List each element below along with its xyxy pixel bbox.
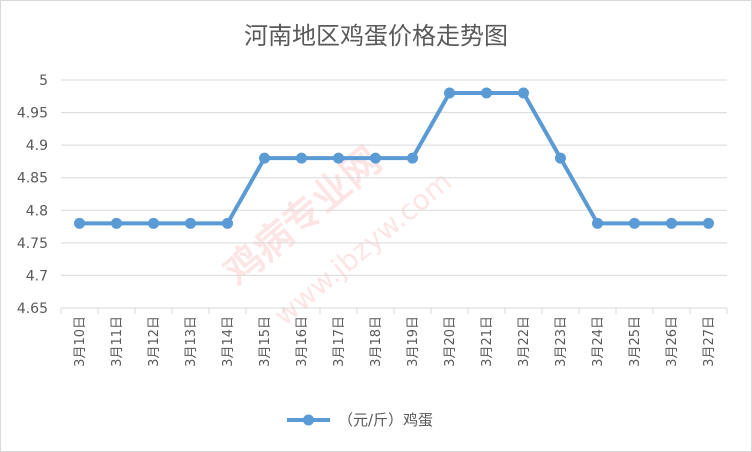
data-point bbox=[555, 152, 566, 164]
x-tick-label: 3月23日 bbox=[554, 316, 569, 367]
data-point bbox=[592, 217, 603, 229]
data-point bbox=[333, 152, 344, 164]
x-tick-label: 3月10日 bbox=[73, 316, 88, 367]
y-tick-label: 4.85 bbox=[17, 171, 48, 187]
data-point bbox=[148, 217, 159, 229]
data-point bbox=[481, 87, 492, 99]
data-point bbox=[518, 87, 529, 99]
x-tick-label: 3月22日 bbox=[517, 316, 532, 367]
y-tick-label: 4.8 bbox=[26, 203, 48, 219]
x-tick-label: 3月24日 bbox=[591, 316, 606, 367]
data-point bbox=[703, 217, 714, 229]
x-tick-label: 3月21日 bbox=[480, 316, 495, 367]
y-tick-label: 4.65 bbox=[17, 301, 48, 317]
x-tick-label: 3月13日 bbox=[184, 316, 199, 367]
series-line bbox=[77, 91, 711, 226]
y-tick-label: 4.75 bbox=[17, 236, 48, 252]
y-tick-label: 4.7 bbox=[26, 268, 48, 284]
series bbox=[74, 87, 714, 229]
gridlines bbox=[61, 79, 727, 309]
x-tick-label: 3月25日 bbox=[628, 316, 643, 367]
data-point bbox=[111, 217, 122, 229]
x-axis: 3月10日 3月11日 3月12日 3月13日 3月14日 3月15日 3月16日 3月17日… bbox=[60, 308, 728, 367]
legend: （元/斤）鸡蛋 bbox=[287, 411, 433, 429]
data-point bbox=[74, 217, 85, 229]
data-point bbox=[370, 152, 381, 164]
data-point bbox=[296, 152, 307, 164]
y-tick-label: 5 bbox=[39, 73, 48, 89]
x-tick-label: 3月17日 bbox=[332, 316, 347, 367]
data-point bbox=[444, 87, 455, 99]
x-tick-label: 3月18日 bbox=[369, 316, 384, 367]
chart-title: 河南地区鸡蛋价格走势图 bbox=[244, 22, 508, 50]
y-axis: 4.65 4.7 4.75 4.8 4.85 4.9 4.95 5 bbox=[17, 73, 48, 317]
x-tick-label: 3月26日 bbox=[665, 316, 680, 367]
x-tick-label: 3月11日 bbox=[110, 316, 125, 367]
data-point bbox=[629, 217, 640, 229]
x-tick-label: 3月15日 bbox=[258, 316, 273, 367]
data-point bbox=[222, 217, 233, 229]
x-tick-label: 3月19日 bbox=[406, 316, 421, 367]
y-tick-label: 4.9 bbox=[26, 138, 48, 154]
data-point bbox=[666, 217, 677, 229]
data-point bbox=[407, 152, 418, 164]
x-tick-label: 3月14日 bbox=[221, 316, 236, 367]
legend-marker bbox=[303, 414, 314, 426]
x-tick-label: 3月16日 bbox=[295, 316, 310, 367]
x-tick-label: 3月27日 bbox=[702, 316, 717, 367]
x-tick-label: 3月20日 bbox=[443, 316, 458, 367]
data-point bbox=[185, 217, 196, 229]
data-point bbox=[259, 152, 270, 164]
y-tick-label: 4.95 bbox=[17, 106, 48, 122]
legend-label: （元/斤）鸡蛋 bbox=[338, 411, 433, 429]
x-tick-label: 3月12日 bbox=[147, 316, 162, 367]
